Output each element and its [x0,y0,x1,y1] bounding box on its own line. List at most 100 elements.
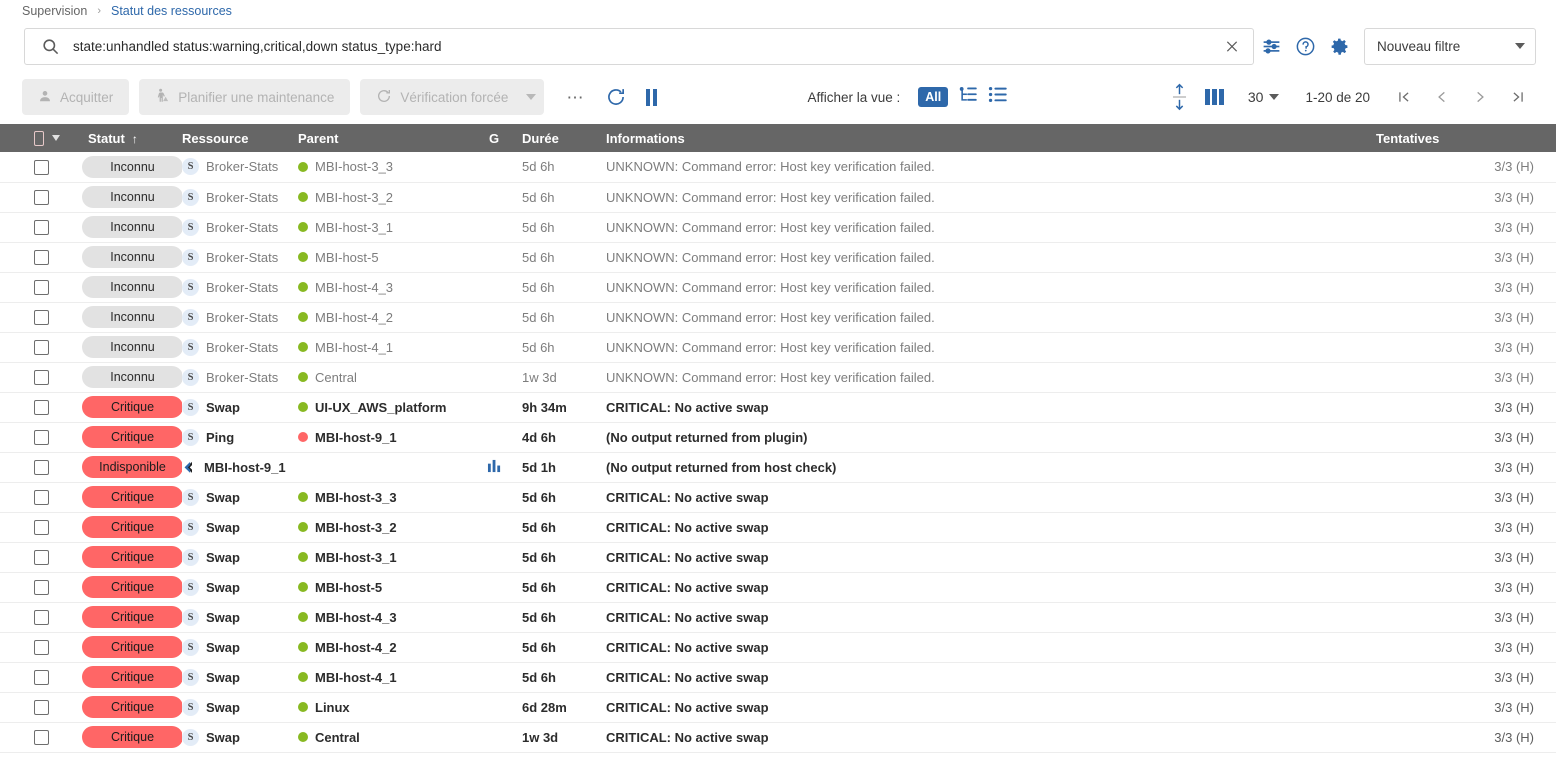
table-row[interactable]: Critique S Swap UI-UX_AWS_platform 9h 34m CRI… [0,392,1556,423]
rows-per-page-select[interactable]: 30 [1234,89,1288,105]
row-checkbox[interactable] [34,730,49,746]
row-checkbox[interactable] [34,400,49,416]
gear-icon[interactable] [1322,28,1356,64]
row-graph-cell[interactable] [466,182,522,213]
row-parent-cell[interactable]: MBI-host-9_1 [298,422,466,453]
columns-icon[interactable] [1197,89,1232,105]
row-resource-cell[interactable]: S Broker-Stats [182,332,298,363]
row-select-cell[interactable] [0,392,60,423]
row-checkbox[interactable] [34,430,49,446]
table-row[interactable]: Critique S Swap Linux 6d 28m CRITICAL: No act… [0,692,1556,723]
table-row[interactable]: Critique S Swap MBI-host-3_3 5d 6h CRITICAL: … [0,482,1556,513]
clear-search-icon[interactable] [1219,33,1245,59]
row-graph-cell[interactable] [466,662,522,693]
breadcrumb-root[interactable]: Supervision [22,4,88,18]
breadcrumb-current[interactable]: Statut des ressources [111,4,232,18]
header-duration[interactable]: Durée [522,124,606,152]
row-parent-cell[interactable]: MBI-host-4_2 [298,632,466,663]
row-parent-cell[interactable]: MBI-host-4_3 [298,602,466,633]
table-row[interactable]: Inconnu S Broker-Stats MBI-host-4_1 5d 6h UNK… [0,332,1556,363]
row-select-cell[interactable] [0,512,60,543]
row-resource-cell[interactable]: S Ping [182,422,298,453]
row-resource-cell[interactable]: S Broker-Stats [182,242,298,273]
row-graph-cell[interactable] [466,722,522,753]
row-parent-cell[interactable]: Linux [298,692,466,723]
row-graph-cell[interactable] [466,452,522,483]
header-select-all[interactable] [0,124,60,152]
row-graph-cell[interactable] [466,602,522,633]
row-resource-cell[interactable]: S Broker-Stats [182,152,298,183]
row-graph-cell[interactable] [466,362,522,393]
row-resource-cell[interactable]: S Broker-Stats [182,182,298,213]
table-row[interactable]: Critique S Swap MBI-host-4_2 5d 6h CRITICAL: … [0,632,1556,663]
table-row[interactable]: Inconnu S Broker-Stats MBI-host-3_3 5d 6h UNK… [0,152,1556,183]
header-graph[interactable]: G [466,124,522,152]
row-resource-cell[interactable]: S Swap [182,602,298,633]
more-actions-icon[interactable]: ⋯ [554,89,596,106]
row-checkbox[interactable] [34,670,49,686]
row-parent-cell[interactable]: MBI-host-3_1 [298,542,466,573]
row-graph-cell[interactable] [466,332,522,363]
table-row[interactable]: Inconnu S Broker-Stats MBI-host-4_3 5d 6h UNK… [0,272,1556,303]
table-row[interactable]: Critique S Swap MBI-host-5 5d 6h CRITICAL: No… [0,572,1556,603]
page-prev-icon[interactable] [1424,82,1460,112]
header-resource[interactable]: Ressource [182,124,298,152]
row-graph-cell[interactable] [466,302,522,333]
row-resource-cell[interactable]: S Swap [182,512,298,543]
row-graph-cell[interactable] [466,482,522,513]
row-parent-cell[interactable]: MBI-host-4_1 [298,332,466,363]
sort-updown-icon[interactable] [1164,83,1195,111]
table-row[interactable]: Inconnu S Broker-Stats MBI-host-3_2 5d 6h UNK… [0,182,1556,213]
row-resource-cell[interactable]: S Swap [182,632,298,663]
row-select-cell[interactable] [0,542,60,573]
table-row[interactable]: Critique S Swap MBI-host-3_2 5d 6h CRITICAL: … [0,512,1556,543]
table-row[interactable]: Indisponible MBI-host-9_1 5d 1h (No output … [0,452,1556,483]
page-next-icon[interactable] [1462,82,1498,112]
table-row[interactable]: Inconnu S Broker-Stats MBI-host-5 5d 6h UNKNO… [0,242,1556,273]
row-select-cell[interactable] [0,242,60,273]
new-filter-select[interactable]: Nouveau filtre [1364,27,1536,65]
row-select-cell[interactable] [0,452,60,483]
row-graph-cell[interactable] [466,632,522,663]
row-parent-cell[interactable]: MBI-host-3_3 [298,152,466,183]
row-checkbox[interactable] [34,310,49,326]
table-row[interactable]: Critique S Swap MBI-host-3_1 5d 6h CRITICAL: … [0,542,1556,573]
page-last-icon[interactable] [1500,82,1536,112]
table-row[interactable]: Critique S Swap MBI-host-4_3 5d 6h CRITICAL: … [0,602,1556,633]
row-parent-cell[interactable]: MBI-host-5 [298,572,466,603]
row-parent-cell[interactable]: MBI-host-4_2 [298,302,466,333]
view-all-button[interactable]: All [918,87,949,107]
row-parent-cell[interactable]: MBI-host-3_1 [298,212,466,243]
help-circle-icon[interactable] [1288,28,1322,64]
row-parent-cell[interactable] [298,452,466,483]
row-select-cell[interactable] [0,572,60,603]
row-checkbox[interactable] [34,220,49,236]
row-parent-cell[interactable]: Central [298,362,466,393]
table-row[interactable]: Critique S Swap MBI-host-4_1 5d 6h CRITICAL: … [0,662,1556,693]
row-select-cell[interactable] [0,602,60,633]
row-checkbox[interactable] [34,159,49,175]
row-graph-cell[interactable] [466,572,522,603]
row-parent-cell[interactable]: UI-UX_AWS_platform [298,392,466,423]
table-row[interactable]: Inconnu S Broker-Stats MBI-host-4_2 5d 6h UNK… [0,302,1556,333]
row-parent-cell[interactable]: MBI-host-4_3 [298,272,466,303]
row-checkbox[interactable] [34,490,49,506]
row-resource-cell[interactable]: S Swap [182,572,298,603]
row-select-cell[interactable] [0,722,60,753]
row-graph-cell[interactable] [466,152,522,183]
row-checkbox[interactable] [34,370,49,386]
header-information[interactable]: Informations [606,124,1376,152]
row-select-cell[interactable] [0,482,60,513]
row-checkbox[interactable] [34,550,49,566]
row-select-cell[interactable] [0,422,60,453]
tree-view-icon[interactable] [958,85,978,109]
row-select-cell[interactable] [0,662,60,693]
page-first-icon[interactable] [1386,82,1422,112]
row-checkbox[interactable] [34,520,49,536]
header-parent[interactable]: Parent [298,124,466,152]
row-graph-cell[interactable] [466,542,522,573]
row-checkbox[interactable] [34,280,49,296]
row-resource-cell[interactable]: S Swap [182,722,298,753]
search-input[interactable] [65,37,1219,55]
row-checkbox[interactable] [34,250,49,266]
